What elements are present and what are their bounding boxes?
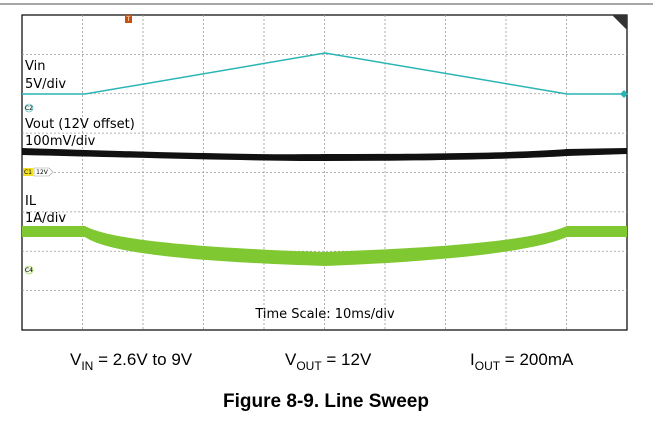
condition-sub: OUT	[296, 359, 322, 373]
channel-marker	[24, 103, 34, 113]
trigger-label: T	[126, 16, 131, 23]
condition-sub: OUT	[475, 359, 501, 373]
vin-trace	[22, 52, 627, 95]
condition-symbol: V	[70, 350, 82, 369]
channel-label: C2	[25, 105, 33, 112]
channel-label: C1	[24, 169, 32, 176]
condition-symbol: V	[285, 350, 297, 369]
trace-name: Vout (12V offset)	[25, 117, 135, 132]
trace-scale: 1A/div	[25, 211, 66, 226]
offset-label: 12V	[36, 169, 49, 176]
channel-label: C4	[25, 267, 33, 274]
channel-marker	[24, 265, 34, 275]
trace-scale: 5V/div	[25, 77, 66, 92]
channel-marker	[23, 168, 33, 176]
trace-name: IL	[25, 194, 37, 209]
condition-rest: = 12V	[322, 350, 372, 369]
condition-symbol: I	[470, 350, 475, 369]
vout-trace	[22, 148, 627, 161]
condition: VOUT = 12V	[285, 350, 372, 373]
trace-name: Vin	[25, 59, 45, 74]
condition-rest: = 2.6V to 9V	[93, 350, 192, 369]
caption: Figure 8-9. Line Sweep	[223, 391, 429, 412]
trace-scale: 100mV/div	[25, 134, 96, 149]
condition: IOUT = 200mA	[470, 350, 574, 373]
il-trace	[22, 226, 627, 266]
condition-rest: = 200mA	[500, 350, 574, 369]
offset-marker	[33, 167, 54, 177]
conditions: VIN = 2.6V to 9V VOUT = 12V IOUT = 200mA	[70, 350, 574, 373]
time-scale: Time Scale: 10ms/div	[254, 307, 395, 322]
condition-sub: IN	[81, 359, 93, 373]
grid	[22, 15, 627, 330]
corner-marker	[612, 15, 627, 30]
condition: VIN = 2.6V to 9V	[70, 350, 193, 373]
level-marker	[620, 90, 628, 98]
trigger-marker	[125, 15, 132, 23]
